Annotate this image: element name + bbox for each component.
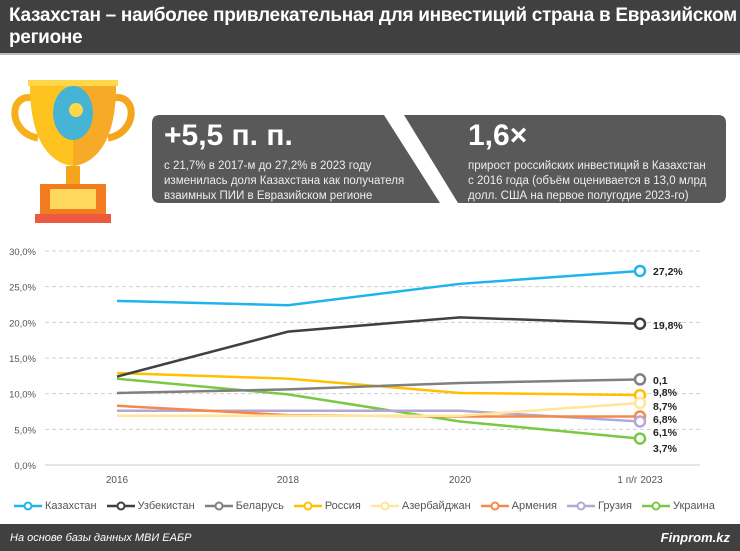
legend-label: Украина — [672, 500, 715, 512]
legend: Казахстан Узбекистан Беларусь Россия Азербай… — [14, 500, 715, 512]
legend-item: Россия — [293, 500, 361, 512]
legend-item: Узбекистан — [106, 500, 195, 512]
y-tick-label: 25,0% — [9, 283, 36, 294]
line-chart: 0,0% 5,0% 10,0% 15,0% 20,0% 25,0% 30,0% 2016 201… — [9, 247, 700, 486]
stat-text: с 21,7% в 2017-м до 27,2% в 2023 году из… — [164, 160, 405, 202]
legend-label: Азербайджан — [401, 500, 471, 512]
y-tick-label: 5,0% — [14, 425, 36, 436]
data-point — [633, 264, 647, 278]
series-line-Казахстан — [116, 269, 641, 307]
legend-item: Армения — [480, 500, 557, 512]
title-text: Казахстан – наиболее привлекательная для… — [9, 4, 737, 48]
legend-item: Украина — [641, 500, 715, 512]
legend-marker-icon — [480, 501, 509, 511]
stat-text: прирост российских инвестиций в Казахста… — [468, 160, 707, 202]
legend-label: Грузия — [597, 500, 632, 512]
data-label: 6,8% — [653, 414, 678, 426]
source-text: На основе базы данных МВИ ЕАБР — [10, 531, 192, 544]
legend-item: Казахстан — [14, 500, 97, 512]
x-tick-label: 2018 — [277, 475, 300, 486]
data-label: 0,1 — [653, 375, 668, 387]
y-tick-label: 15,0% — [9, 354, 36, 365]
series-line-Украина — [116, 377, 641, 440]
series-line-Узбекистан — [116, 316, 641, 378]
data-label: 27,2% — [653, 266, 683, 278]
data-label: 8,7% — [653, 401, 678, 413]
stats-panels: +5,5 п. п. с 21,7% в 2017-м до 27,2% в 2… — [152, 115, 726, 283]
y-tick-label: 0,0% — [14, 461, 36, 472]
legend-marker-icon — [14, 501, 42, 511]
page-title: Казахстан – наиболее привлекательная для… — [0, 0, 740, 55]
x-tick-label: 2020 — [449, 475, 472, 486]
x-tick-label: 2016 — [106, 475, 129, 486]
legend-label: Беларусь — [235, 500, 284, 512]
x-tick-label: 1 п/г 2023 — [617, 475, 663, 486]
legend-marker-icon — [293, 501, 322, 511]
legend-label: Россия — [324, 500, 361, 512]
legend-item: Азербайджан — [370, 500, 471, 512]
legend-label: Казахстан — [45, 500, 97, 512]
legend-label: Армения — [511, 500, 557, 512]
brand-logo: Finprom.kz — [660, 530, 730, 545]
legend-marker-icon — [106, 501, 135, 511]
data-label: 3,7% — [653, 443, 678, 455]
stat-value: +5,5 п. п. — [164, 119, 293, 152]
stat-growth: 1,6× прирост российских инвестиций в Каз… — [468, 119, 708, 204]
y-tick-label: 30,0% — [9, 247, 36, 258]
trophy-icon — [11, 80, 135, 223]
panel-background — [152, 115, 726, 203]
series-line-Азербайджан — [117, 401, 641, 418]
legend-marker-icon — [566, 501, 595, 511]
legend-marker-icon — [204, 501, 233, 511]
legend-item: Грузия — [566, 500, 632, 512]
series-line-Беларусь — [116, 378, 641, 395]
data-point — [633, 317, 647, 331]
legend-item: Беларусь — [204, 500, 284, 512]
legend-marker-icon — [370, 501, 399, 511]
data-label: 9,8% — [653, 387, 678, 399]
data-label: 19,8% — [653, 320, 683, 332]
data-label: 6,1% — [653, 427, 678, 439]
stat-value: 1,6× — [468, 119, 528, 152]
legend-marker-icon — [641, 501, 670, 511]
y-tick-label: 20,0% — [9, 318, 36, 329]
stat-share: +5,5 п. п. с 21,7% в 2017-м до 27,2% в 2… — [164, 119, 414, 204]
footer: На основе базы данных МВИ ЕАБР Finprom.k… — [0, 524, 740, 551]
data-point — [633, 415, 647, 428]
y-tick-label: 10,0% — [9, 390, 36, 401]
data-point — [633, 396, 647, 410]
data-point — [633, 373, 647, 386]
legend-label: Узбекистан — [137, 500, 195, 512]
data-point — [633, 432, 647, 445]
